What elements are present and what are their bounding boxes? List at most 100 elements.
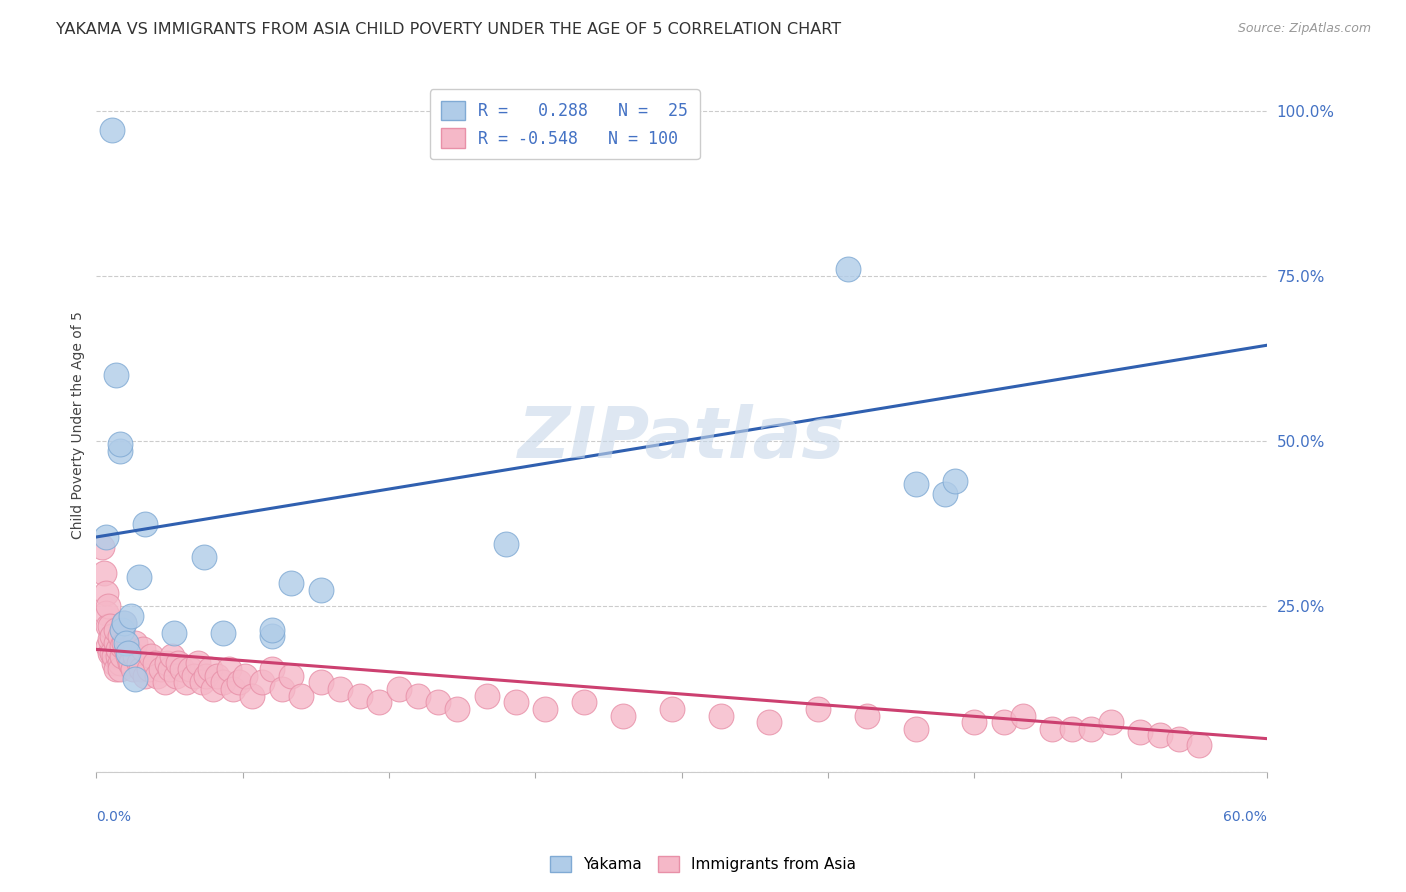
- Point: [222, 681, 245, 696]
- Point: [172, 662, 194, 676]
- Point: [202, 681, 225, 696]
- Point: [446, 702, 468, 716]
- Point: [108, 656, 131, 670]
- Point: [129, 662, 152, 676]
- Point: [155, 656, 177, 670]
- Text: ZIPatlas: ZIPatlas: [517, 404, 845, 473]
- Point: [368, 695, 391, 709]
- Point: [104, 636, 127, 650]
- Point: [101, 123, 124, 137]
- Point: [426, 695, 449, 709]
- Point: [108, 444, 131, 458]
- Point: [112, 615, 135, 630]
- Point: [111, 639, 134, 653]
- Point: [114, 642, 136, 657]
- Point: [943, 474, 966, 488]
- Point: [93, 566, 115, 581]
- Point: [108, 629, 131, 643]
- Point: [165, 669, 187, 683]
- Point: [1012, 708, 1035, 723]
- Point: [904, 722, 927, 736]
- Point: [270, 681, 292, 696]
- Point: [103, 648, 125, 663]
- Point: [534, 702, 557, 716]
- Point: [121, 609, 143, 624]
- Point: [612, 708, 634, 723]
- Point: [138, 662, 160, 676]
- Point: [194, 669, 217, 683]
- Point: [993, 715, 1015, 730]
- Point: [183, 669, 205, 683]
- Point: [94, 586, 117, 600]
- Point: [114, 636, 136, 650]
- Point: [260, 662, 283, 676]
- Point: [94, 530, 117, 544]
- Point: [1042, 722, 1064, 736]
- Point: [475, 689, 498, 703]
- Point: [124, 672, 146, 686]
- Point: [1099, 715, 1122, 730]
- Point: [98, 632, 121, 647]
- Point: [107, 648, 129, 663]
- Point: [807, 702, 830, 716]
- Point: [97, 599, 120, 614]
- Point: [128, 569, 150, 583]
- Point: [1168, 731, 1191, 746]
- Point: [121, 656, 143, 670]
- Point: [104, 623, 127, 637]
- Point: [117, 646, 139, 660]
- Point: [122, 662, 145, 676]
- Point: [329, 681, 352, 696]
- Y-axis label: Child Poverty Under the Age of 5: Child Poverty Under the Age of 5: [72, 310, 86, 539]
- Point: [163, 625, 186, 640]
- Point: [167, 656, 190, 670]
- Point: [572, 695, 595, 709]
- Text: 0.0%: 0.0%: [97, 810, 131, 824]
- Point: [101, 646, 124, 660]
- Point: [179, 662, 201, 676]
- Point: [193, 549, 215, 564]
- Point: [108, 437, 131, 451]
- Text: 60.0%: 60.0%: [1223, 810, 1267, 824]
- Legend: R =   0.288   N =  25, R = -0.548   N = 100: R = 0.288 N = 25, R = -0.548 N = 100: [430, 89, 700, 160]
- Point: [408, 689, 430, 703]
- Point: [1129, 725, 1152, 739]
- Point: [505, 695, 527, 709]
- Point: [212, 675, 235, 690]
- Point: [124, 648, 146, 663]
- Point: [107, 642, 129, 657]
- Point: [91, 540, 114, 554]
- Point: [280, 576, 302, 591]
- Point: [1188, 738, 1211, 752]
- Point: [134, 669, 156, 683]
- Point: [233, 669, 256, 683]
- Point: [112, 636, 135, 650]
- Point: [98, 619, 121, 633]
- Point: [112, 615, 135, 630]
- Point: [159, 662, 181, 676]
- Point: [104, 368, 127, 382]
- Point: [260, 629, 283, 643]
- Point: [143, 656, 166, 670]
- Point: [495, 536, 517, 550]
- Point: [117, 642, 139, 657]
- Point: [190, 675, 212, 690]
- Point: [218, 662, 240, 676]
- Point: [198, 662, 221, 676]
- Point: [260, 623, 283, 637]
- Point: [290, 689, 312, 703]
- Point: [108, 662, 131, 676]
- Point: [187, 656, 209, 670]
- Point: [212, 625, 235, 640]
- Point: [1080, 722, 1102, 736]
- Point: [388, 681, 411, 696]
- Text: Source: ZipAtlas.com: Source: ZipAtlas.com: [1237, 22, 1371, 36]
- Point: [98, 646, 121, 660]
- Point: [904, 477, 927, 491]
- Point: [309, 582, 332, 597]
- Point: [149, 662, 172, 676]
- Point: [132, 642, 155, 657]
- Point: [94, 606, 117, 620]
- Point: [349, 689, 371, 703]
- Point: [1149, 728, 1171, 742]
